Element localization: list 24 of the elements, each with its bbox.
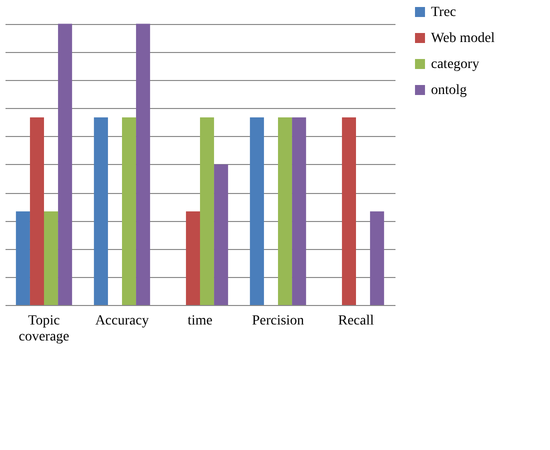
bar bbox=[278, 117, 292, 305]
legend-label: Web model bbox=[431, 31, 495, 46]
bar bbox=[30, 117, 44, 305]
bar bbox=[292, 117, 306, 305]
bar bbox=[122, 117, 136, 305]
bar bbox=[214, 164, 228, 305]
bar bbox=[186, 211, 200, 305]
bar bbox=[136, 24, 150, 305]
legend-label: ontolg bbox=[431, 83, 467, 98]
x-tick-label: Recall bbox=[338, 314, 374, 328]
bar bbox=[342, 117, 356, 305]
bar bbox=[44, 211, 58, 305]
x-tick-label: Topic coverage bbox=[18, 314, 70, 344]
x-tick-label: Accuracy bbox=[95, 314, 149, 328]
bar bbox=[58, 24, 72, 305]
bar bbox=[250, 117, 264, 305]
x-tick-label: time bbox=[188, 314, 212, 328]
bar bbox=[16, 211, 30, 305]
bar bbox=[94, 117, 108, 305]
legend-label: category bbox=[431, 57, 480, 72]
bar bbox=[200, 117, 214, 305]
x-tick-label: Percision bbox=[252, 314, 304, 328]
bar bbox=[370, 211, 384, 305]
legend-label: Trec bbox=[431, 5, 456, 20]
